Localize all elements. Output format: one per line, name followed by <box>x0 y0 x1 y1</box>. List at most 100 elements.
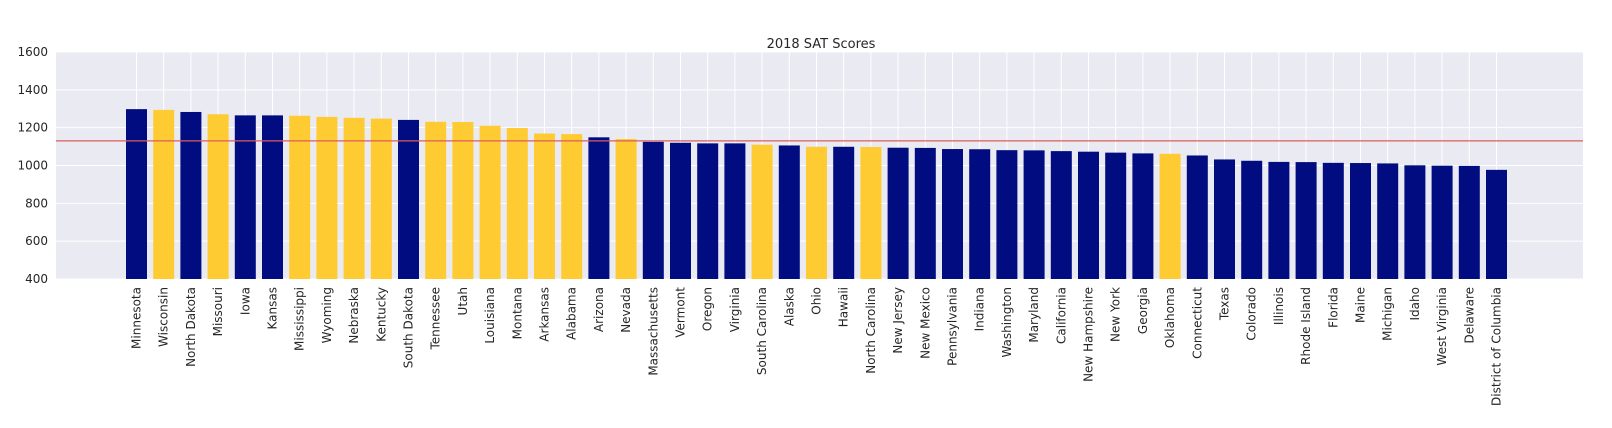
x-tick-label: Oklahoma <box>1163 287 1177 348</box>
x-tick-label: Virginia <box>728 287 742 332</box>
bar-district-of-columbia <box>1486 169 1507 279</box>
bar-illinois <box>1268 161 1290 279</box>
x-tick-label: Arizona <box>592 287 606 332</box>
x-tick-label: Indiana <box>973 287 987 331</box>
bar-arizona <box>588 137 610 279</box>
bar-oregon <box>697 143 719 279</box>
bar-ohio <box>806 146 827 279</box>
bar-iowa <box>234 115 256 279</box>
y-tick-label: 600 <box>25 234 48 248</box>
bar-minnesota <box>126 109 147 280</box>
bar-louisiana <box>479 125 501 280</box>
x-tick-label: Illinois <box>1272 287 1286 325</box>
y-tick-label: 400 <box>25 272 48 286</box>
x-tick-label: California <box>1054 287 1068 344</box>
bar-maine <box>1350 163 1371 279</box>
x-tick-label: Mississippi <box>293 287 307 351</box>
bar-alaska <box>778 145 800 279</box>
bar-utah <box>452 121 474 279</box>
bar-michigan <box>1377 163 1399 279</box>
x-tick-label: Michigan <box>1381 287 1395 341</box>
bar-mississippi <box>289 115 311 279</box>
bar-missouri <box>207 114 229 279</box>
x-tick-label: Colorado <box>1245 287 1259 341</box>
y-tick-label: 1600 <box>17 45 48 59</box>
bar-virginia <box>724 143 746 279</box>
x-tick-label: Hawaii <box>837 287 851 327</box>
bar-west-virginia <box>1431 165 1453 279</box>
bar-wyoming <box>316 116 338 280</box>
x-tick-label: Georgia <box>1136 287 1150 334</box>
x-tick-label: New Hampshire <box>1082 287 1096 382</box>
bar-wisconsin <box>153 109 175 279</box>
x-tick-label: New Jersey <box>891 287 905 354</box>
y-tick-label: 1000 <box>17 159 48 173</box>
x-tick-label: North Dakota <box>184 287 198 367</box>
bar-massachusetts <box>642 141 664 279</box>
x-tick-label: New York <box>1109 287 1123 342</box>
x-tick-label: Kansas <box>266 287 280 329</box>
bar-vermont <box>670 142 691 279</box>
x-tick-label: Pennsylvania <box>946 287 960 366</box>
x-tick-label: Florida <box>1326 287 1340 328</box>
bar-texas <box>1214 159 1235 279</box>
bar-connecticut <box>1186 155 1208 279</box>
x-tick-label: Missouri <box>211 287 225 336</box>
x-tick-label: Louisiana <box>483 287 497 344</box>
bar-tennessee <box>425 121 447 280</box>
bar-new-jersey <box>887 147 909 279</box>
bar-pennsylvania <box>942 149 963 279</box>
bar-california <box>1050 151 1072 279</box>
x-tick-label: Maryland <box>1027 287 1041 343</box>
bar-alabama <box>561 134 583 279</box>
x-tick-label: Vermont <box>674 287 688 338</box>
x-tick-label: Minnesota <box>130 287 144 349</box>
bar-rhode-island <box>1295 162 1317 279</box>
bar-oklahoma <box>1159 153 1181 279</box>
x-tick-label: Maine <box>1354 287 1368 323</box>
x-tick-label: Washington <box>1000 287 1014 358</box>
x-tick-label: Montana <box>510 287 524 339</box>
bar-kansas <box>262 115 283 279</box>
bar-colorado <box>1241 160 1263 279</box>
bar-maryland <box>1023 150 1045 279</box>
bar-florida <box>1322 162 1344 279</box>
y-tick-label: 1400 <box>17 83 48 97</box>
x-tick-label: Ohio <box>810 287 824 315</box>
bar-idaho <box>1404 165 1426 279</box>
x-tick-label: Idaho <box>1408 287 1422 320</box>
chart-title: 2018 SAT Scores <box>767 37 876 52</box>
x-tick-label: Nebraska <box>347 287 361 344</box>
x-tick-label: Iowa <box>238 287 252 315</box>
bar-north-carolina <box>860 146 882 279</box>
bar-kentucky <box>370 118 392 279</box>
bar-washington <box>996 150 1018 279</box>
x-tick-label: Connecticut <box>1190 287 1204 359</box>
x-tick-label: South Carolina <box>755 287 769 375</box>
bar-indiana <box>969 149 991 279</box>
bar-south-carolina <box>751 144 773 279</box>
bar-nevada <box>615 139 637 279</box>
bar-south-dakota <box>398 119 419 280</box>
bar-georgia <box>1132 153 1154 279</box>
bar-nebraska <box>343 117 365 279</box>
x-tick-label: Oregon <box>701 287 715 331</box>
x-tick-label: South Dakota <box>402 287 416 368</box>
y-tick-label: 1200 <box>17 121 48 135</box>
x-tick-label: Tennessee <box>429 287 443 351</box>
x-tick-label: Texas <box>1218 287 1232 321</box>
bar-montana <box>506 128 528 279</box>
x-tick-label: Kentucky <box>374 287 388 342</box>
bar-hawaii <box>833 146 855 279</box>
x-tick-label: New Mexico <box>918 287 932 359</box>
x-tick-label: Wyoming <box>320 287 334 343</box>
x-tick-label: North Carolina <box>864 287 878 374</box>
x-tick-label: Rhode Island <box>1299 287 1313 365</box>
x-tick-label: Nevada <box>619 287 633 333</box>
bar-arkansas <box>534 133 555 279</box>
x-tick-label: West Virginia <box>1435 287 1449 366</box>
x-tick-label: Arkansas <box>538 287 552 342</box>
bar-new-hampshire <box>1078 151 1099 279</box>
y-tick-label: 800 <box>25 196 48 210</box>
